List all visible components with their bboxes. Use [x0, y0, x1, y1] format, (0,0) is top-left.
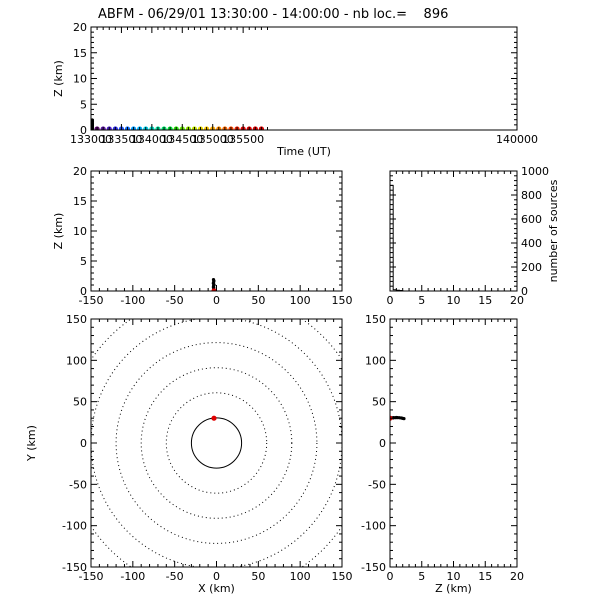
y-axis-label: Y (km): [25, 425, 38, 462]
y-tick-label: 600: [521, 213, 542, 226]
range-ring: [91, 319, 342, 567]
range-ring: [91, 319, 342, 567]
source-point: [394, 415, 398, 420]
source-point: [211, 278, 216, 282]
x-tick-label: 140000: [496, 133, 538, 146]
x-tick-label: 100: [290, 570, 311, 583]
y-tick-label: 50: [372, 396, 386, 409]
last-source-marker: [211, 415, 217, 421]
y-tick-label: -150: [361, 561, 386, 574]
y-tick-label: 150: [66, 313, 87, 326]
source-point: [211, 285, 216, 289]
x-tick-label: 134500: [161, 133, 203, 146]
y-tick-label: -100: [361, 520, 386, 533]
y-tick-label: 5: [80, 98, 87, 111]
x-tick-label: -100: [120, 294, 145, 307]
range-ring: [190, 417, 243, 469]
y-axis-label: number of sources: [547, 179, 560, 282]
y-tick-label: 10: [73, 225, 87, 238]
x-tick-label: 0: [213, 570, 220, 583]
panel-plan-view: -150 -100 -50 0 50 100 150 -150 -100 -50 0 50 100 150…: [25, 313, 353, 595]
x-tick-label: 134000: [131, 133, 173, 146]
plot-area: [91, 319, 342, 567]
y-tick-label: 0: [80, 285, 87, 298]
x-tick-label: 100: [290, 294, 311, 307]
plot-area: [211, 278, 217, 291]
y-tick-label: -150: [62, 561, 87, 574]
panel-z-y: 0 5 10 15 20 -150 -100 -50 0 50 100 150 Z (km): [361, 313, 524, 595]
figure-title: ABFM - 06/29/01 13:30:00 - 14:00:00 - nb…: [98, 7, 448, 22]
y-tick-label: 20: [73, 21, 87, 34]
x-tick-label: 15: [478, 570, 492, 583]
x-tick-label: 50: [251, 570, 265, 583]
y-axis-label: Z (km): [52, 60, 65, 97]
x-tick-label: 50: [251, 294, 265, 307]
x-tick-label: 133000: [70, 133, 112, 146]
histogram-line: [390, 184, 517, 291]
y-tick-label: 800: [521, 189, 542, 202]
y-tick-label: -50: [368, 478, 386, 491]
y-tick-label: 50: [73, 396, 87, 409]
x-tick-label: 15: [478, 294, 492, 307]
plot-area: [390, 415, 406, 421]
y-tick-label: 400: [521, 237, 542, 250]
y-tick-label: -100: [62, 520, 87, 533]
range-ring: [165, 392, 268, 494]
x-tick-label: 0: [387, 294, 394, 307]
x-tick-label: -150: [79, 294, 104, 307]
y-tick-label: 100: [66, 354, 87, 367]
y-tick-label: 15: [73, 47, 87, 60]
y-tick-label: 150: [365, 313, 386, 326]
x-tick-label: 135500: [222, 133, 264, 146]
y-tick-label: 10: [73, 73, 87, 86]
x-tick-label: 20: [510, 294, 524, 307]
y-tick-label: 20: [73, 165, 87, 178]
y-tick-label: 15: [73, 195, 87, 208]
plot-frame: [90, 170, 343, 292]
plot-frame: [90, 26, 518, 131]
source-point: [402, 417, 406, 421]
x-tick-label: -100: [120, 570, 145, 583]
x-tick-label: -150: [79, 570, 104, 583]
y-tick-label: 5: [80, 255, 87, 268]
plot-area: [390, 184, 517, 291]
x-tick-label: 10: [447, 294, 461, 307]
plot-frame: [90, 318, 343, 568]
x-tick-label: 5: [418, 294, 425, 307]
y-tick-label: 0: [379, 437, 386, 450]
x-tick-label: 150: [332, 570, 353, 583]
x-tick-label: 150: [332, 294, 353, 307]
plot-frame: [389, 318, 518, 568]
x-tick-label: -50: [166, 294, 184, 307]
range-ring: [115, 342, 318, 544]
x-tick-label: -50: [166, 570, 184, 583]
x-tick-label: 0: [213, 294, 220, 307]
y-tick-label: 100: [365, 354, 386, 367]
last-source-marker: [211, 288, 217, 291]
x-tick-label: 10: [447, 570, 461, 583]
x-tick-label: 5: [418, 570, 425, 583]
y-tick-label: 0: [80, 124, 87, 137]
x-tick-label: 0: [387, 570, 394, 583]
source-point: [212, 283, 216, 287]
x-axis-label: X (km): [198, 582, 235, 595]
x-tick-label: 135000: [192, 133, 234, 146]
y-tick-label: -50: [69, 478, 87, 491]
y-axis-label: Z (km): [52, 213, 65, 250]
x-axis-label: Z (km): [435, 582, 472, 595]
y-tick-label: 0: [521, 285, 528, 298]
y-tick-label: 1000: [521, 165, 549, 178]
plot-frame: [389, 170, 518, 292]
panel-x-height: -150 -100 -50 0 50 100 150 0 5 10 15 20 Z (km): [52, 165, 353, 307]
x-tick-label: 20: [510, 570, 524, 583]
x-axis-label: Time (UT): [276, 145, 331, 158]
x-tick-label: 133500: [100, 133, 142, 146]
range-ring: [140, 367, 293, 519]
y-tick-label: 200: [521, 261, 542, 274]
y-tick-label: 0: [80, 437, 87, 450]
